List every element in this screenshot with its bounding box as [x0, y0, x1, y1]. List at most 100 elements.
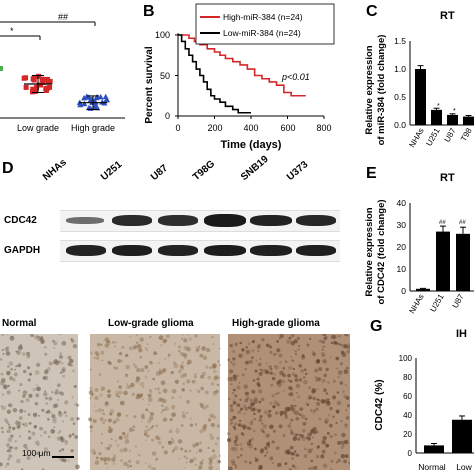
ihc-cell — [292, 436, 298, 442]
ihc-cell — [171, 412, 176, 418]
ihc-cell — [74, 402, 78, 406]
ihc-cell — [313, 409, 316, 413]
ihc-cell — [209, 366, 213, 369]
ihc-cell — [260, 422, 264, 425]
ihc-cell — [294, 410, 300, 416]
ihc-cell — [43, 369, 49, 375]
ihc-cell — [183, 345, 188, 351]
panel-c-xticks: NHAs U251 U87 T98 — [407, 126, 474, 149]
ihc-cell — [67, 362, 72, 366]
ihc-cell — [164, 408, 167, 411]
ihc-cell — [106, 339, 110, 344]
ihc-cell — [189, 417, 192, 420]
ihc-cell — [50, 429, 56, 434]
ihc-cell — [230, 361, 233, 363]
ihc-cell — [145, 408, 149, 412]
ihc-cell — [307, 394, 313, 400]
ihc-cell — [171, 388, 177, 394]
ihc-cell — [326, 431, 330, 435]
ihc-cell — [327, 413, 331, 417]
ihc-cell — [33, 455, 36, 457]
ihc-cell — [229, 343, 234, 348]
ihc-cell — [102, 420, 106, 424]
panel-b-xtick-600: 600 — [280, 123, 295, 133]
ihc-cell — [332, 395, 337, 400]
ihc-cell — [139, 337, 144, 342]
ihc-cell — [314, 368, 319, 373]
panel-b-ytick-50: 50 — [160, 71, 170, 81]
ihc-cell — [287, 379, 290, 382]
ihc-cell — [201, 459, 204, 461]
ihc-cell — [171, 396, 175, 400]
ihc-cell — [287, 393, 290, 396]
ihc-cell — [257, 408, 261, 413]
ihc-cell — [212, 342, 215, 346]
panel-c-title: RT — [440, 10, 455, 22]
ihc-cell — [212, 454, 217, 459]
ihc-cell — [322, 334, 327, 337]
ihc-cell — [34, 440, 40, 446]
ihc-cell — [294, 374, 298, 378]
panel-c-letter: C — [366, 3, 378, 20]
panel-a-xtick-high: High grade — [71, 123, 115, 133]
ihc-cell — [69, 358, 74, 364]
ihc-cell — [265, 343, 270, 348]
ihc-cell — [285, 414, 288, 417]
panel-c-mark-u87: * — [453, 108, 456, 115]
western-blot: NHAs U251 U87 T98G SNB19 U373 CDC42 GAPD… — [0, 154, 340, 262]
ihc-cell — [107, 389, 111, 393]
panel-c-bar — [431, 109, 442, 125]
ihc-cell — [6, 420, 9, 424]
panel-e-xtick-u87: U87 — [451, 292, 466, 310]
ihc-cell — [96, 356, 100, 360]
ihc-cell — [27, 436, 32, 440]
panel-a-point — [104, 96, 111, 103]
ihc-cell — [91, 448, 96, 454]
ihc-cell — [5, 350, 10, 355]
ihc-cell — [279, 370, 284, 376]
blot-lane-snb19: SNB19 — [238, 153, 271, 183]
ihc-cell — [132, 429, 135, 432]
ihc-image-normal — [0, 334, 78, 470]
ihc-cell — [287, 373, 291, 378]
ihc-cell — [93, 356, 96, 359]
ihc-cell — [23, 410, 27, 413]
ihc-cell — [112, 420, 117, 424]
ihc-cell — [149, 426, 153, 430]
ihc-cell — [43, 375, 49, 381]
ihc-cell — [239, 341, 243, 345]
ihc-cell — [35, 393, 40, 398]
ihc-cell — [99, 417, 104, 422]
ihc-cell — [256, 381, 261, 386]
ihc-cell — [31, 431, 36, 436]
ihc-cell — [6, 445, 10, 448]
ihc-cell — [278, 353, 283, 358]
panel-e-chart: Relative expression of CDC42 (fold chang… — [364, 198, 474, 316]
ihc-cell — [134, 365, 138, 369]
ihc-cell — [195, 346, 201, 352]
ihc-cell — [12, 378, 16, 382]
ihc-cell — [6, 345, 10, 349]
ihc-cell — [298, 364, 302, 368]
ihc-cell — [339, 362, 343, 366]
panel-e-xtick-nhas: NHAs — [407, 293, 425, 316]
ihc-cell — [323, 373, 328, 378]
ihc-cell — [53, 359, 59, 364]
ihc-cell — [342, 444, 345, 447]
ihc-cell — [133, 415, 137, 419]
ihc-cell — [15, 365, 18, 368]
ihc-cell — [336, 410, 340, 414]
ihc-cell — [289, 451, 294, 456]
ihc-cell — [210, 382, 215, 386]
panel-b-chart: Percent survival 0 50 100 0 200 400 600 … — [144, 3, 335, 151]
ihc-cell — [96, 342, 101, 347]
ihc-cell — [234, 422, 238, 426]
ihc-cell — [199, 441, 202, 445]
ihc-cell — [7, 429, 12, 434]
ihc-cell — [12, 407, 18, 413]
ihc-cell — [240, 432, 244, 436]
ihc-cell — [9, 335, 15, 341]
ihc-cell — [48, 435, 51, 439]
panel-b-yticks: 0 50 100 — [155, 30, 170, 121]
panel-e-bar — [416, 288, 430, 291]
